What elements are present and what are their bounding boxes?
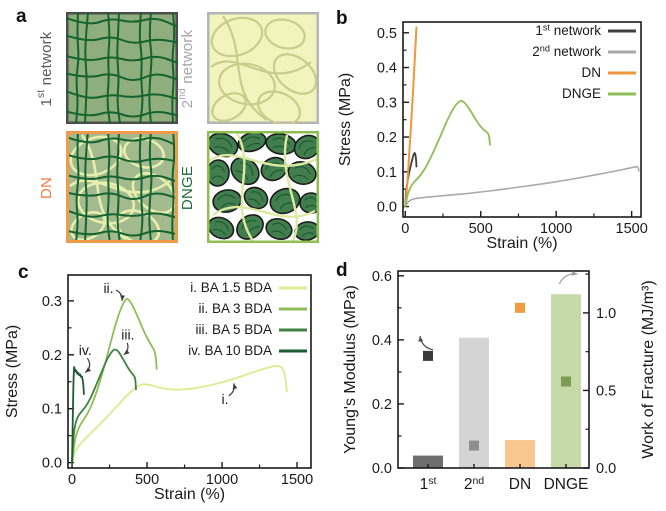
svg-text:0.2: 0.2 [372,397,392,413]
svg-text:0.5: 0.5 [377,26,397,42]
svg-text:0: 0 [401,221,409,237]
svg-text:1500: 1500 [281,472,313,488]
svg-text:0.4: 0.4 [377,61,397,77]
svg-text:Work of Fracture (MJ/m³): Work of Fracture (MJ/m³) [640,280,657,458]
panel-label-c: c [18,262,29,283]
svg-text:i. BA 1.5 BDA: i. BA 1.5 BDA [190,280,272,295]
dn-schematic [66,131,178,243]
svg-text:500: 500 [135,472,159,488]
first-network-schematic [66,12,178,124]
svg-text:iii.: iii. [121,326,134,342]
svg-text:DN: DN [582,65,602,80]
svg-text:DN: DN [509,476,531,493]
svg-text:Strain (%): Strain (%) [154,486,225,503]
svg-text:0: 0 [68,472,76,488]
svg-text:0.1: 0.1 [42,402,62,418]
svg-text:0.2: 0.2 [377,130,397,146]
svg-text:0.6: 0.6 [372,269,392,285]
svg-text:ii. BA 3 BDA: ii. BA 3 BDA [198,301,272,316]
svg-text:500: 500 [469,221,493,237]
svg-text:0.4: 0.4 [372,333,392,349]
svg-text:1000: 1000 [540,221,572,237]
svg-text:Stress (MPa): Stress (MPa) [4,325,21,418]
svg-text:0.0: 0.0 [596,461,616,477]
dnge-label: DNGE [179,165,196,211]
svg-text:0.2: 0.2 [42,348,62,364]
svg-text:0.5: 0.5 [596,383,616,399]
chart-b-stress-strain: 0 500 1000 1500 0.0 0.1 0.2 0.3 0.4 0.5 Strain (%)… [337,21,648,252]
panel-label-d: d [336,260,348,281]
first-network-label: 1st network [36,31,55,107]
second-network-label: 2nd network [177,29,196,109]
svg-text:iii. BA 5 BDA: iii. BA 5 BDA [195,322,272,337]
svg-text:iv. BA 10 BDA: iv. BA 10 BDA [188,343,272,358]
svg-text:1.0: 1.0 [596,306,616,322]
svg-text:0.3: 0.3 [377,95,397,111]
svg-text:2nd: 2nd [464,475,484,493]
dn-label: DN [38,176,55,200]
svg-text:DNGE: DNGE [544,476,589,493]
svg-text:1000: 1000 [206,472,238,488]
second-network-schematic [207,12,319,124]
svg-text:1500: 1500 [616,221,648,237]
svg-text:ii.: ii. [103,280,113,296]
svg-text:0.0: 0.0 [377,200,397,216]
svg-text:i.: i. [222,391,229,407]
chart-d-modulus-work-of-fracture: 0.0 0.2 0.4 0.6 0.0 0.5 1.0 1st 2nd DN DNGE Young's… [342,269,657,493]
svg-text:iv.: iv. [79,342,92,358]
panel-label-b: b [336,8,348,29]
svg-text:Strain (%): Strain (%) [486,235,557,252]
svg-text:Stress (MPa): Stress (MPa) [337,73,354,166]
chart-c-stress-strain: 0 500 1000 1500 0.0 0.1 0.2 0.3 Strain (%) Stress… [4,274,313,503]
svg-text:1st: 1st [420,475,437,493]
svg-text:0.0: 0.0 [42,456,62,472]
svg-text:0.0: 0.0 [372,461,392,477]
panel-label-a: a [16,6,27,27]
svg-text:0.3: 0.3 [42,294,62,310]
svg-text:2nd network: 2nd network [532,44,601,59]
svg-text:DNGE: DNGE [562,86,601,101]
svg-text:Young's Modulus (MPa): Young's Modulus (MPa) [342,285,359,454]
svg-text:0.1: 0.1 [377,165,397,181]
svg-text:1st network: 1st network [535,23,601,38]
dnge-schematic [207,131,319,243]
